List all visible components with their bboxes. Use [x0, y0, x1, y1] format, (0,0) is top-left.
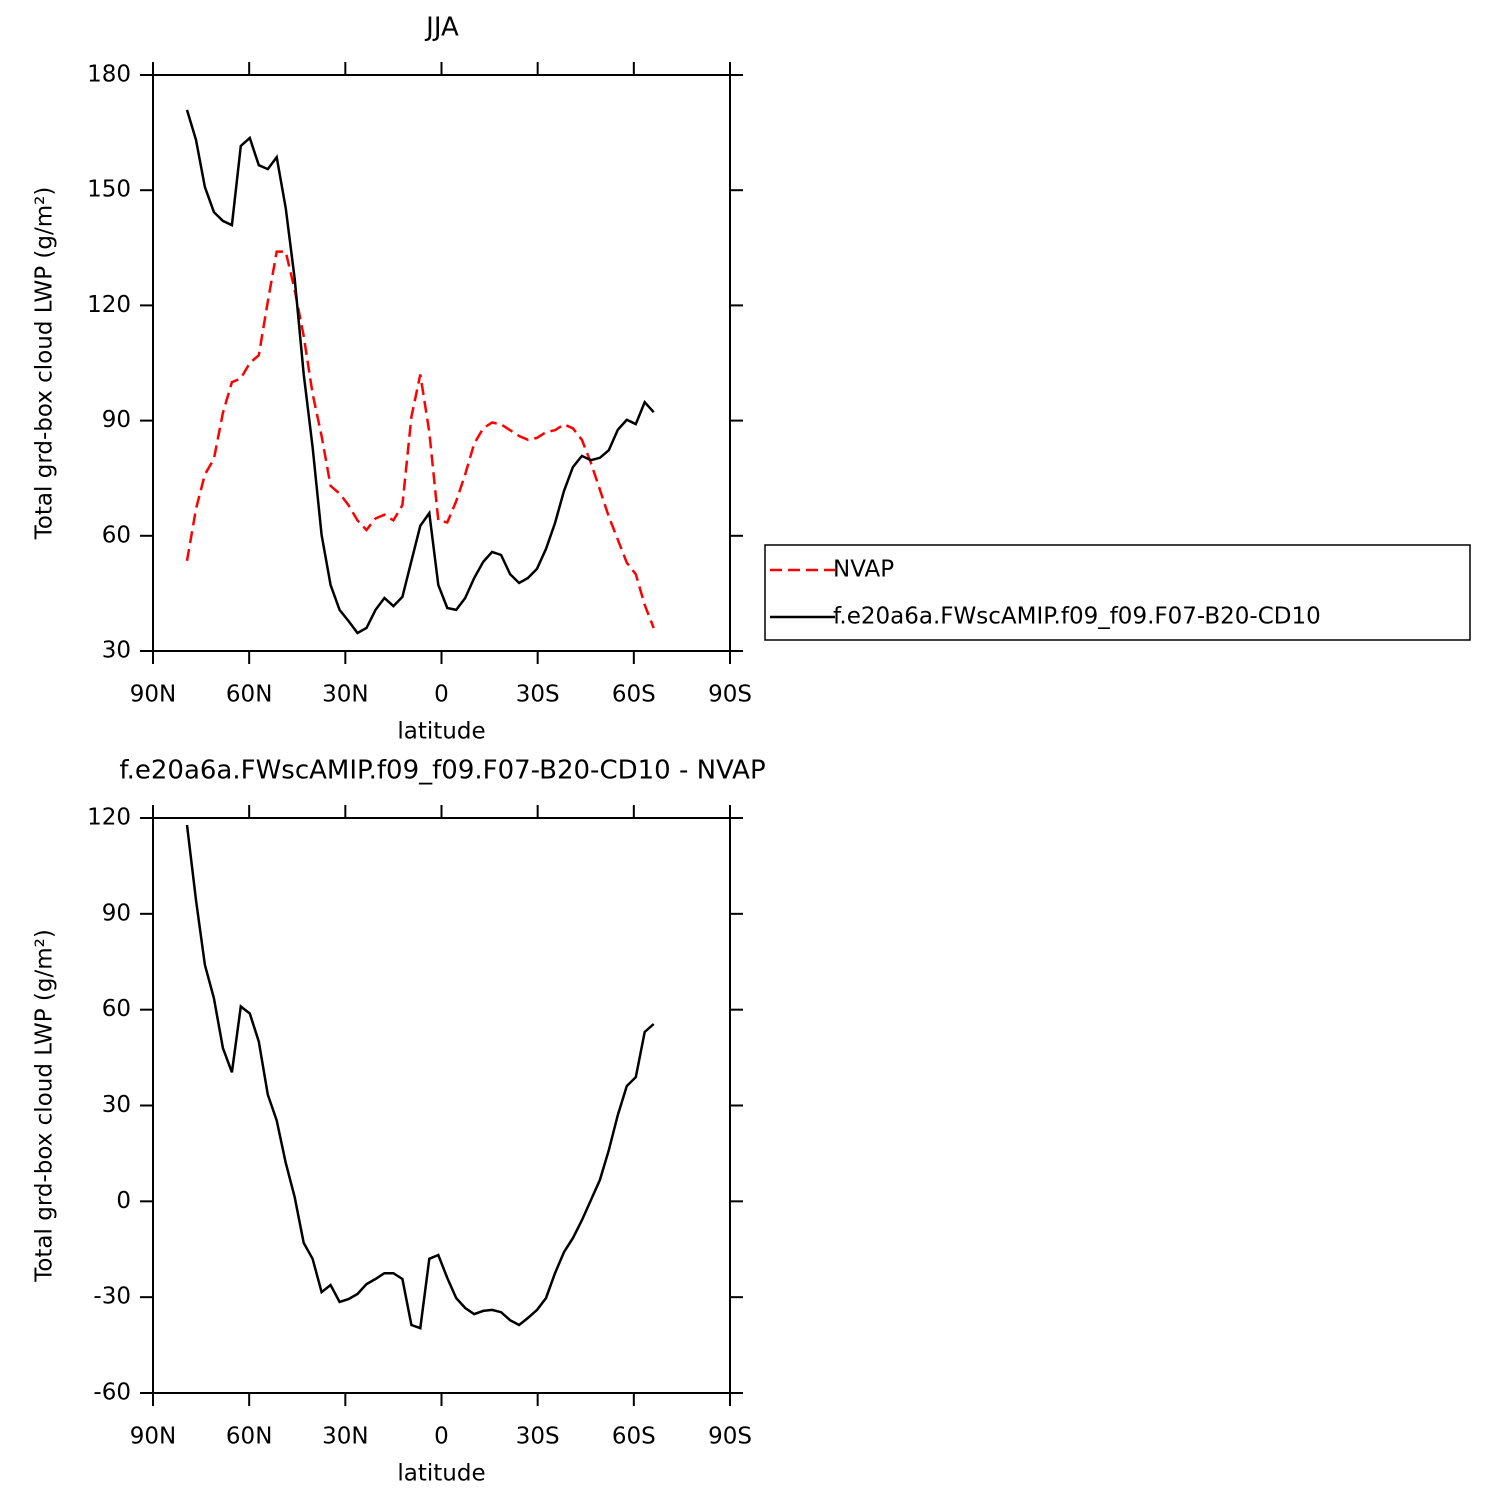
- chart-title: JJA: [424, 13, 459, 43]
- data-line: [185, 109, 655, 635]
- y-tick-label: 30: [102, 638, 131, 664]
- plot: -60 -30 0 30 60 90 120 90N 60N 30N 0 30S 60S 90S f.e20…: [32, 756, 766, 1487]
- y-tick-label: 180: [87, 62, 131, 88]
- plot: 30 60 90 120 150 180 90N 60N 30N 0 30S 60S 90S JJA lat…: [32, 13, 1471, 745]
- x-tick-label: 60N: [226, 682, 272, 708]
- legend-label: NVAP: [833, 557, 894, 583]
- y-tick-label: 120: [87, 805, 131, 831]
- legend-label: f.e20a6a.FWscAMIP.f09_f09.F07-B20-CD10: [833, 604, 1321, 630]
- chart-title: f.e20a6a.FWscAMIP.f09_f09.F07-B20-CD10 -…: [119, 756, 765, 786]
- y-axis-label: Total grd-box cloud LWP (g/m²): [32, 929, 58, 1283]
- y-tick-label: 30: [102, 1092, 131, 1118]
- legend-box: [764, 544, 1471, 641]
- data-line: [185, 250, 655, 629]
- x-tick-label: 30S: [516, 682, 560, 708]
- x-tick-label: 90S: [708, 682, 752, 708]
- y-tick-label: 90: [102, 900, 131, 926]
- y-axis-label: Total grd-box cloud LWP (g/m²): [32, 187, 58, 541]
- y-tick-label: 150: [87, 177, 131, 203]
- x-tick-label: 0: [434, 682, 449, 708]
- plot-frame: [152, 817, 731, 1394]
- y-tick-label: 60: [102, 522, 131, 548]
- y-tick-label: 90: [102, 407, 131, 433]
- x-tick-label: 0: [434, 1424, 449, 1450]
- y-tick-label: -60: [93, 1380, 131, 1406]
- x-axis-label: latitude: [397, 1461, 485, 1487]
- x-tick-label: 90N: [130, 682, 176, 708]
- x-tick-label: 60S: [612, 1424, 656, 1450]
- data-line: [185, 824, 655, 1330]
- x-tick-label: 30S: [516, 1424, 560, 1450]
- x-tick-label: 60S: [612, 682, 656, 708]
- y-tick-label: -30: [93, 1284, 131, 1310]
- x-tick-label: 30N: [322, 1424, 368, 1450]
- y-tick-label: 120: [87, 292, 131, 318]
- y-tick-label: 0: [116, 1188, 131, 1214]
- x-tick-label: 90N: [130, 1424, 176, 1450]
- x-tick-label: 90S: [708, 1424, 752, 1450]
- x-axis-label: latitude: [397, 719, 485, 745]
- y-tick-label: 60: [102, 996, 131, 1022]
- x-tick-label: 60N: [226, 1424, 272, 1450]
- x-tick-label: 30N: [322, 682, 368, 708]
